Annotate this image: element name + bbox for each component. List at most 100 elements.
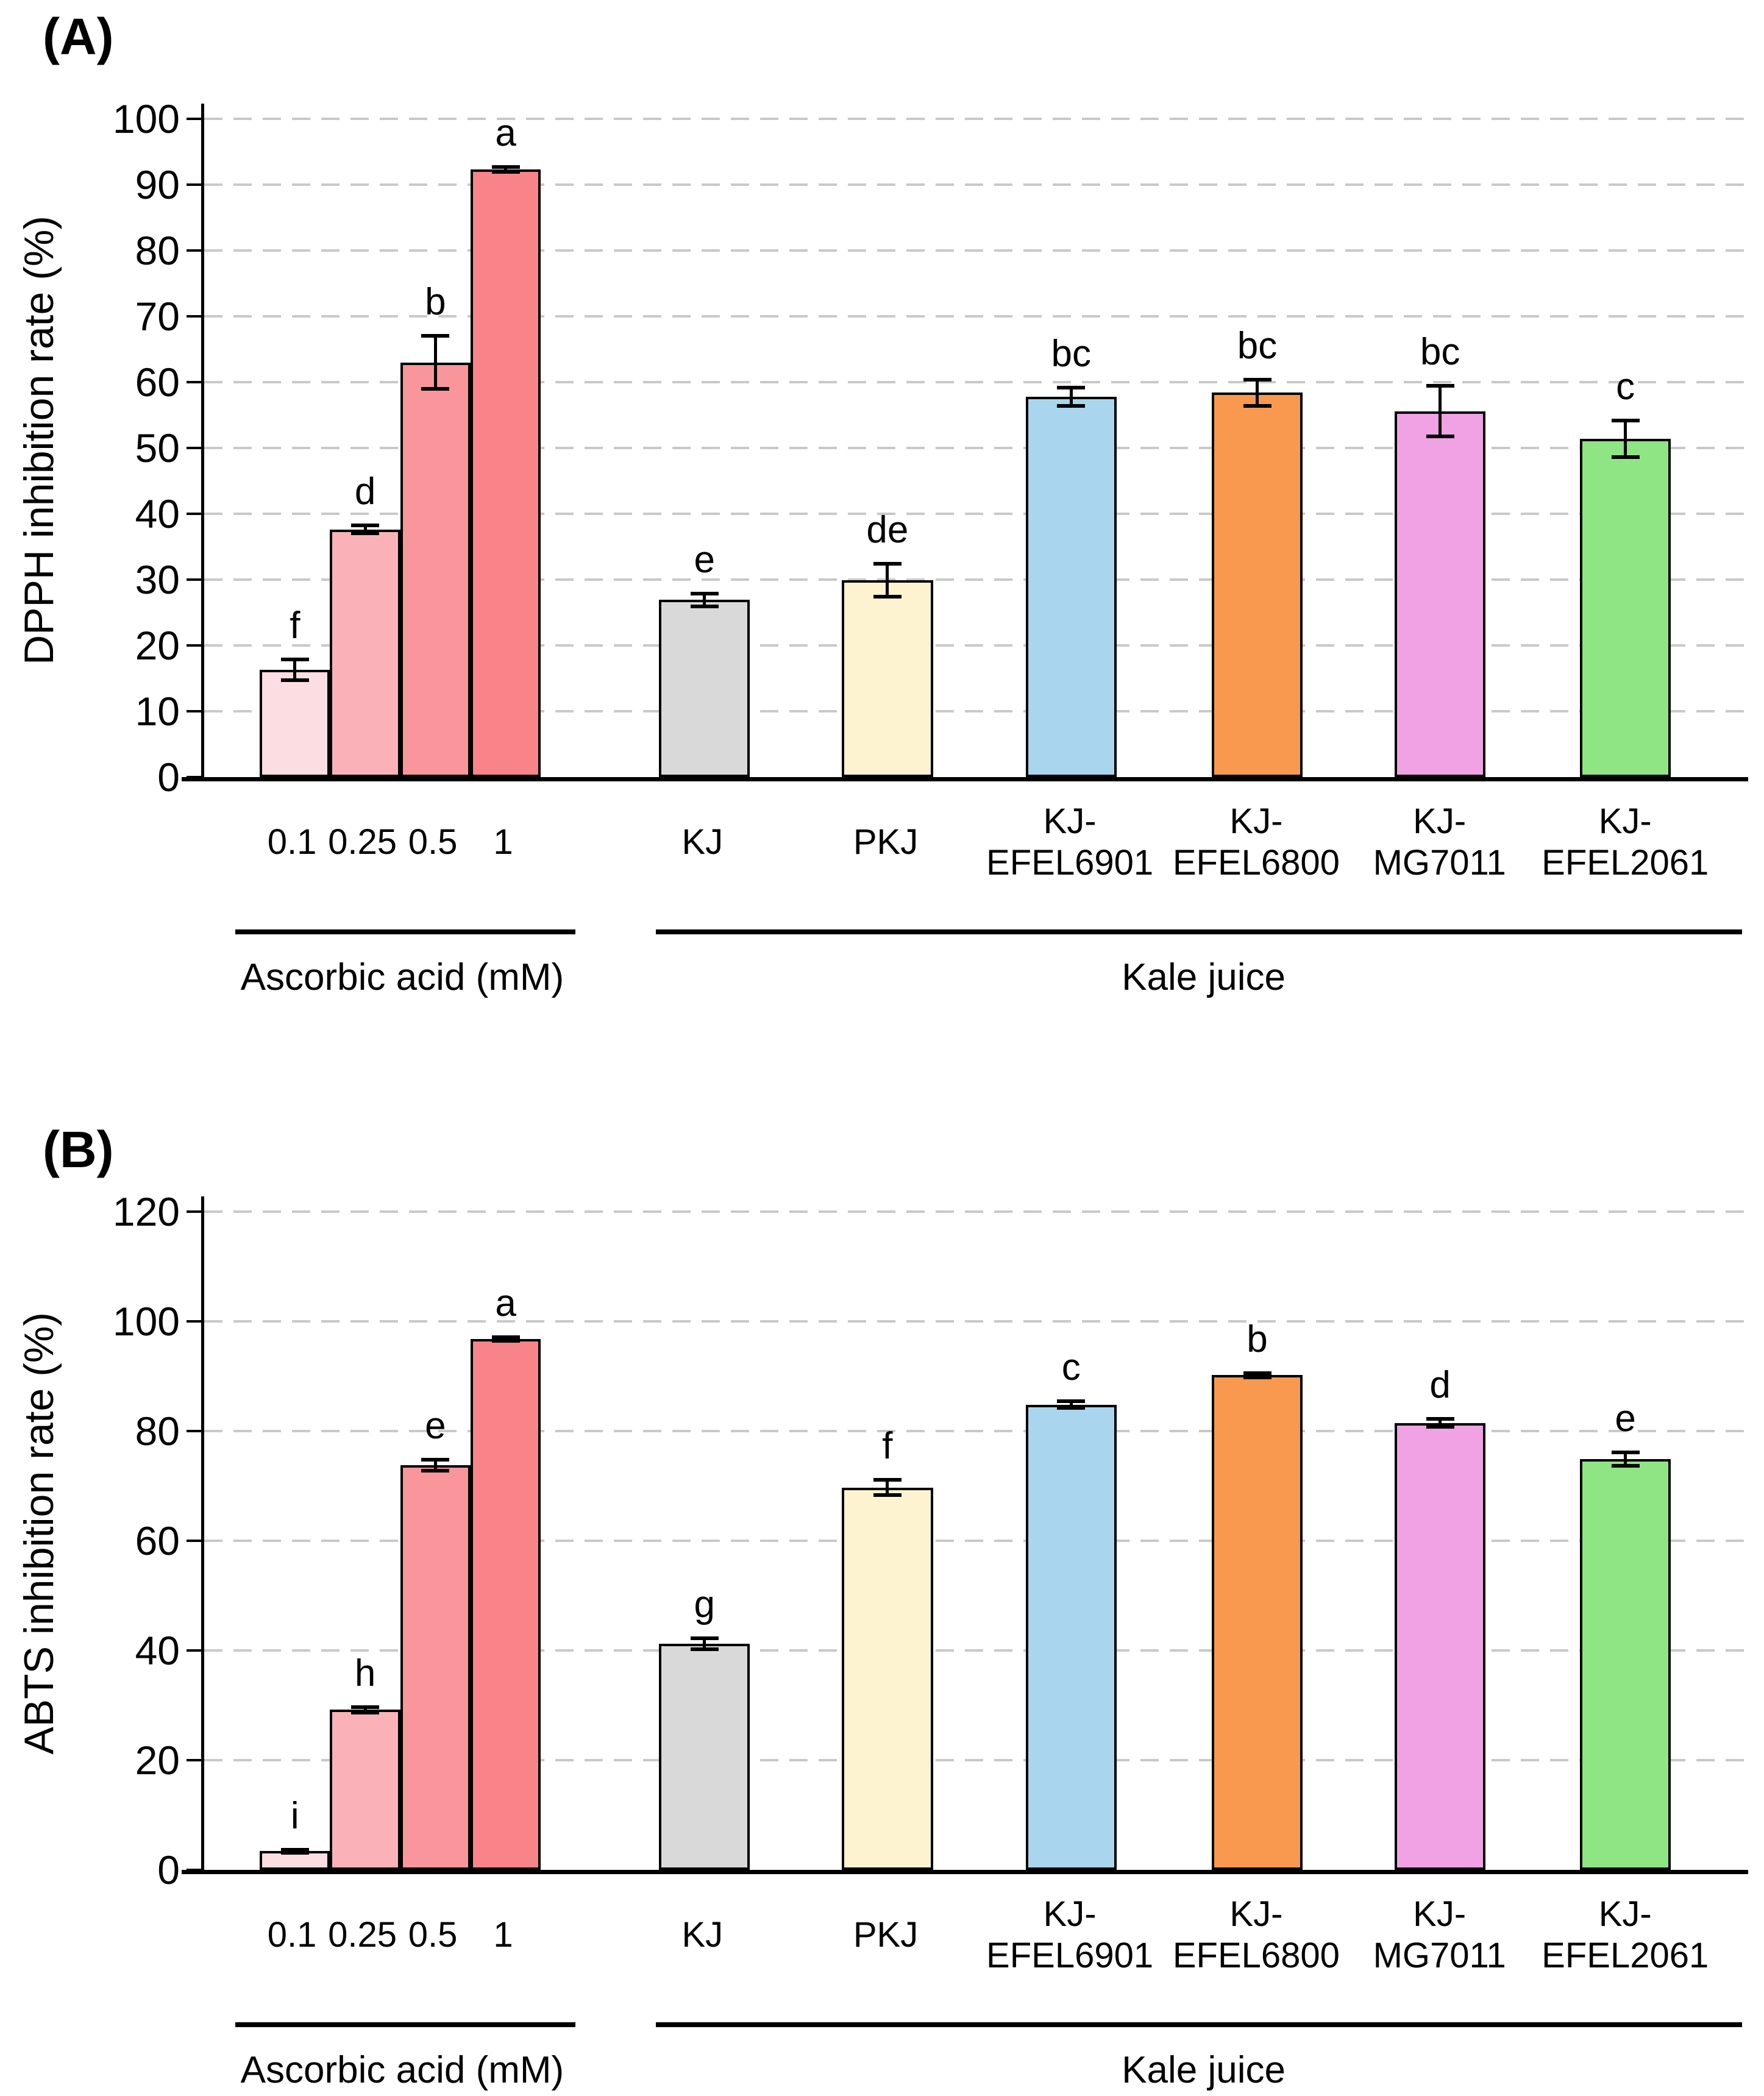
x-tick-label-PKJ: PKJ [853,1915,919,1955]
y-axis-tick-60 [187,1540,204,1542]
y-axis-tick-40 [187,1649,204,1652]
y-tick-label-50: 50 [135,425,180,471]
y-tick-label-70: 70 [135,294,180,339]
error-bar-0.1 [293,659,297,681]
y-tick-label-60: 60 [135,360,180,405]
error-bar-cap-bottom-0.1 [280,678,309,683]
x-tick-label-KJ-EFEL6901: KJ- EFEL6901 [986,1894,1154,1975]
error-bar-cap-top-0.1 [280,657,309,661]
bar-0.25 [330,1710,400,1870]
y-axis-tick-20 [187,1759,204,1761]
y-tick-label-90: 90 [135,162,180,207]
bar-1 [470,169,541,777]
bar-1 [470,1338,541,1870]
panel-b-abts: (B) ABTS inhibition rate (%) 0 20 40 60 80 10… [0,1048,1764,2096]
significance-letter-PKJ: de [866,509,909,552]
bar-0.25 [330,529,400,777]
y-axis-tick-80 [187,249,204,252]
gridline-y-30 [204,578,1748,581]
panel-b-group-title-kale: Kale juice [1122,2049,1286,2091]
error-bar-cap-bottom-KJ-EFEL6800 [1243,1375,1271,1379]
y-tick-label-0: 0 [157,1847,180,1892]
error-bar-KJ-EFEL2061 [1624,420,1627,458]
gridline-y-120 [204,1210,1748,1213]
error-bar-KJ-MG7011 [1439,386,1442,436]
y-axis-tick-120 [187,1210,204,1213]
error-bar-cap-top-0.1 [280,1847,309,1852]
significance-letter-KJ-EFEL6800: bc [1237,324,1278,367]
x-tick-label-0.5: 0.5 [408,1915,458,1955]
panel-a-plot-area: 0 10 20 30 40 50 60 70 80 90 100 f d b a e de bc bc bc c [113,99,1748,797]
gridline-y-20 [204,1759,1748,1761]
significance-letter-KJ-EFEL2061: e [1615,1398,1636,1440]
error-bar-cap-top-0.5 [421,1457,450,1462]
y-tick-label-30: 30 [135,557,180,602]
error-bar-KJ [703,1638,706,1650]
y-tick-label-40: 40 [135,1628,180,1673]
error-bar-cap-bottom-0.1 [280,1851,309,1855]
significance-letter-KJ-EFEL6901: bc [1051,332,1092,375]
gridline-y-60 [204,381,1748,383]
error-bar-1 [504,166,508,172]
gridline-y-40 [204,513,1748,515]
bar-PKJ [842,580,933,777]
x-tick-label-1: 1 [493,822,513,862]
error-bar-KJ [703,593,706,607]
y-axis-tick-60 [187,381,204,383]
error-bar-cap-bottom-KJ [690,1647,719,1652]
error-bar-cap-top-KJ-EFEL6901 [1057,385,1086,389]
bar-KJ [658,1644,750,1870]
error-bar-KJ-EFEL6901 [1069,387,1073,406]
panel-a-label: (A) [43,8,114,65]
significance-letter-1: a [495,1282,516,1325]
significance-letter-KJ: e [694,538,715,581]
significance-letter-0.5: b [425,281,446,324]
bar-0.5 [400,362,471,777]
x-tick-label-KJ-EFEL2061: KJ- EFEL2061 [1542,801,1709,883]
bar-KJ-EFEL6901 [1025,1404,1117,1870]
y-tick-label-100: 100 [112,96,180,141]
y-tick-label-10: 10 [135,689,180,734]
x-tick-label-1: 1 [493,1915,513,1955]
error-bar-cap-bottom-KJ-EFEL6901 [1057,403,1086,408]
panel-a-dpph: (A) DPPH inhibition rate (%) 0 10 20 30 40 50… [16,8,1748,998]
bar-KJ-MG7011 [1394,411,1486,777]
significance-letter-0.1: f [290,604,301,647]
gridline-y-70 [204,315,1748,318]
bar-KJ-EFEL2061 [1579,1458,1671,1870]
y-tick-label-60: 60 [135,1518,180,1563]
panel-b-axis-corner [182,1870,204,1874]
error-bar-cap-bottom-0.25 [351,1710,380,1714]
bar-KJ-MG7011 [1394,1423,1486,1870]
significance-letter-0.25: d [354,471,376,513]
error-bar-cap-top-0.5 [421,334,450,338]
y-axis-tick-0 [187,776,204,778]
y-tick-label-120: 120 [112,1189,180,1234]
significance-letter-KJ-EFEL2061: c [1616,365,1635,408]
significance-letter-KJ-MG7011: d [1429,1364,1451,1407]
gridline-y-90 [204,183,1748,186]
significance-letter-KJ: g [694,1583,715,1626]
bar-KJ-EFEL6800 [1211,393,1303,777]
gridline-y-10 [204,710,1748,712]
error-bar-PKJ [886,564,889,597]
bar-0.5 [400,1465,471,1870]
y-axis-tick-20 [187,644,204,647]
x-tick-label-0.25: 0.25 [328,822,397,862]
error-bar-cap-top-KJ [690,591,719,595]
y-axis-tick-30 [187,578,204,581]
gridline-y-40 [204,1649,1748,1652]
bar-KJ-EFEL2061 [1579,438,1671,777]
x-tick-label-KJ: KJ [681,1915,724,1955]
panel-a-group-underline-kale [656,929,1742,934]
error-bar-cap-top-PKJ [873,562,902,566]
y-tick-label-0: 0 [157,755,180,800]
error-bar-cap-top-KJ-EFEL2061 [1611,1451,1640,1455]
y-axis-tick-40 [187,513,204,515]
error-bar-cap-bottom-1 [491,1338,520,1343]
gridline-y-100 [204,118,1748,120]
x-tick-label-KJ-MG7011: KJ- MG7011 [1373,801,1506,883]
panel-a-group-underline-ascorbic [235,929,576,934]
error-bar-PKJ [886,1480,889,1496]
error-bar-cap-bottom-KJ-MG7011 [1426,434,1454,438]
